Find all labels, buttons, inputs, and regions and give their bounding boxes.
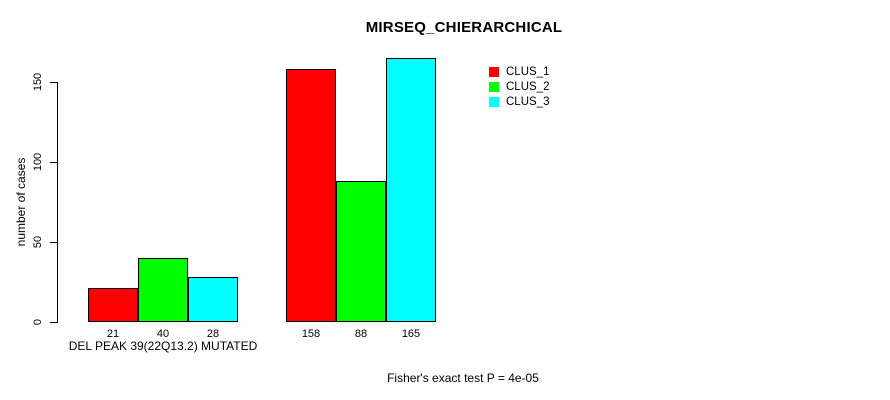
legend-label: CLUS_1 — [506, 65, 550, 78]
bar-value-label: 158 — [301, 328, 321, 340]
legend-swatch-icon — [489, 81, 499, 92]
y-axis-label: number of cases — [14, 157, 28, 247]
y-tick-mark — [50, 82, 58, 83]
bar-clus_2 — [138, 258, 188, 322]
legend-item-clus_1: CLUS_1 — [489, 64, 549, 79]
legend-item-clus_2: CLUS_2 — [489, 79, 549, 94]
y-tick-mark — [50, 322, 58, 323]
y-tick-mark — [50, 162, 58, 163]
bar-clus_1 — [88, 288, 138, 322]
x-axis-label: DEL PEAK 39(22Q13.2) MUTATED — [68, 339, 258, 353]
bar-value-label: 165 — [401, 328, 421, 340]
legend-swatch-icon — [489, 66, 499, 77]
legend-label: CLUS_3 — [506, 95, 550, 108]
bar-clus_1 — [286, 69, 336, 322]
y-tick-label: 0 — [32, 318, 44, 326]
bar-value-label: 40 — [156, 328, 170, 340]
y-tick-label: 150 — [32, 72, 44, 92]
bar-value-label: 88 — [354, 328, 368, 340]
bar-value-label: 21 — [106, 328, 120, 340]
legend-item-clus_3: CLUS_3 — [489, 94, 549, 109]
stat-annotation: Fisher's exact test P = 4e-05 — [387, 371, 539, 385]
legend: CLUS_1 CLUS_2 CLUS_3 — [489, 64, 549, 109]
bar-clus_3 — [386, 58, 436, 322]
bar-value-label: 28 — [206, 328, 220, 340]
y-tick-label: 50 — [32, 235, 44, 249]
bar-clus_2 — [336, 181, 386, 322]
y-axis-line — [57, 82, 58, 323]
chart-title: MIRSEQ_CHIERARCHICAL — [365, 19, 563, 36]
legend-label: CLUS_2 — [506, 80, 550, 93]
bar-clus_3 — [188, 277, 238, 322]
legend-swatch-icon — [489, 96, 499, 107]
y-tick-label: 100 — [32, 152, 44, 172]
y-tick-mark — [50, 242, 58, 243]
